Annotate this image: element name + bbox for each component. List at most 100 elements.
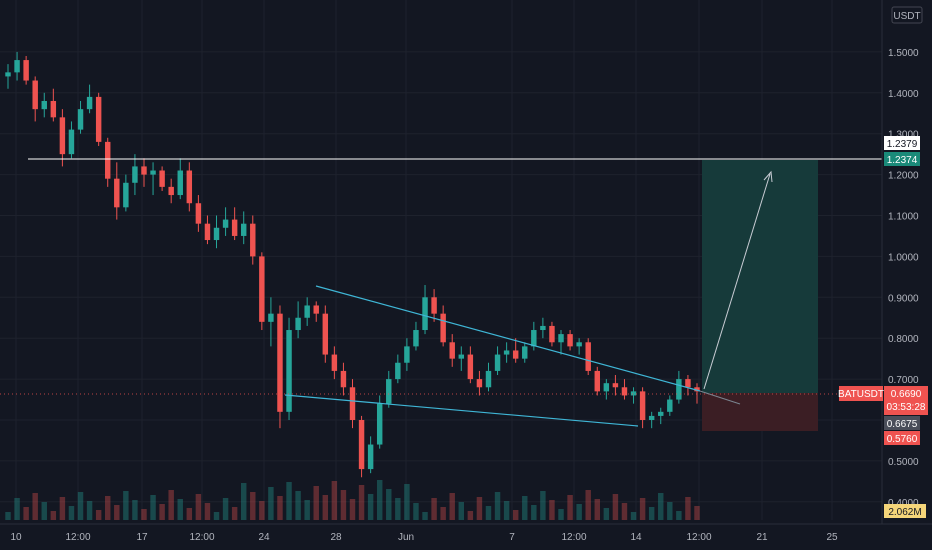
time-tick-label: 21 — [756, 532, 768, 543]
symbol-badge: BATUSDT — [838, 386, 884, 401]
price-tick-label: 1.4000 — [888, 89, 919, 100]
target-price-badge: 1.2374 — [884, 152, 920, 166]
candle-body — [349, 387, 356, 420]
price-tick-label: 1.2000 — [888, 171, 919, 182]
volume-bar — [322, 495, 329, 520]
volume-bar — [68, 506, 75, 520]
candle-body — [567, 334, 573, 347]
candle-body — [639, 391, 646, 420]
candle-body — [41, 100, 47, 110]
volume-bar — [376, 480, 383, 520]
volume-bar — [467, 511, 474, 520]
candle-body — [159, 170, 165, 187]
candle-body — [503, 350, 510, 355]
volume-bar — [150, 495, 156, 520]
time-tick-label: 12:00 — [65, 532, 90, 543]
candle-body — [494, 354, 501, 371]
wedge-extension-line[interactable] — [699, 390, 741, 405]
volume-bar — [413, 503, 419, 520]
symbol-text: BATUSDT — [838, 389, 884, 400]
candle-body — [658, 411, 664, 416]
candle-body — [676, 379, 682, 400]
volume-bar — [23, 507, 29, 520]
candle-body — [259, 256, 265, 322]
volume-bar — [685, 497, 691, 520]
position-tool[interactable] — [702, 160, 818, 431]
candle-body — [685, 379, 691, 388]
candle-body — [95, 96, 102, 142]
currency-label: USDT — [891, 6, 923, 24]
candle-body — [585, 342, 591, 371]
candle-body — [313, 305, 319, 314]
horizontal-line-price-badge: 1.2379 — [884, 136, 920, 150]
candle-body — [458, 354, 465, 359]
candles — [5, 51, 700, 478]
volume-bar — [32, 493, 38, 520]
candle-body — [386, 379, 392, 404]
candle-body — [558, 334, 564, 343]
projection-arrow[interactable] — [703, 170, 773, 390]
candle-body — [105, 141, 111, 179]
price-tick-label: 0.9000 — [888, 293, 919, 304]
volume-bar — [386, 489, 392, 520]
candle-body — [204, 223, 211, 241]
volume-bar — [213, 512, 220, 520]
volume-bar — [585, 490, 591, 520]
candle-body — [240, 223, 247, 236]
target-zone[interactable] — [702, 160, 818, 393]
candle-body — [222, 219, 229, 228]
volume-bar — [440, 507, 446, 520]
time-scale[interactable]: 10 12:00 17 12:00 24 28 Jun 7 12:00 14 12:00 21 25 — [0, 523, 932, 543]
candle-body — [440, 313, 446, 343]
candle-body — [358, 420, 365, 470]
candle-body — [540, 325, 546, 331]
candle-body — [522, 346, 528, 359]
volume-bar — [295, 491, 301, 520]
candle-body — [150, 170, 156, 175]
wedge-upper-trendline[interactable] — [315, 285, 701, 392]
volume-bar — [95, 510, 102, 520]
candle-body — [621, 387, 628, 396]
volume-bar — [168, 490, 174, 520]
volume-bar — [250, 492, 256, 520]
volume-bar — [186, 508, 193, 520]
volume-bar — [694, 506, 700, 520]
volume-bar — [431, 498, 437, 520]
candle-body — [395, 362, 401, 380]
volume-bar — [494, 492, 501, 520]
stop-zone[interactable] — [702, 393, 818, 431]
candle-body — [213, 227, 220, 241]
volume-bar — [141, 509, 147, 520]
last-price-text: 0.6690 — [891, 389, 922, 400]
volume-bar — [522, 496, 528, 520]
volume-bar — [603, 508, 610, 520]
candle-body — [186, 170, 193, 204]
candle-body — [168, 186, 174, 196]
currency-label-text: USDT — [893, 11, 920, 22]
candle-body — [286, 330, 292, 412]
price-tick-label: 0.4000 — [888, 498, 919, 509]
candle-body — [630, 391, 637, 396]
volume-bar — [676, 511, 682, 520]
volume-bar — [540, 491, 546, 520]
price-tick-label: 1.0000 — [888, 252, 919, 263]
candle-body — [331, 354, 338, 371]
candle-body — [431, 297, 437, 314]
volume-bar — [422, 512, 428, 520]
volume-text: 2.062M — [888, 507, 921, 518]
wedge-lower-trendline[interactable] — [284, 394, 639, 427]
volume-bar — [277, 496, 283, 520]
volume-bar — [648, 507, 655, 520]
volume-bar — [304, 500, 310, 520]
volume-bar — [476, 497, 483, 520]
volume-bar — [340, 490, 347, 520]
volume-bar — [123, 491, 129, 520]
candle-body — [32, 80, 38, 110]
volume-bar — [549, 500, 555, 520]
volume-bar — [639, 498, 646, 520]
candle-body — [250, 223, 256, 257]
volume-bar — [50, 511, 57, 520]
volume-bar — [503, 501, 510, 520]
volume-bar — [77, 492, 84, 520]
